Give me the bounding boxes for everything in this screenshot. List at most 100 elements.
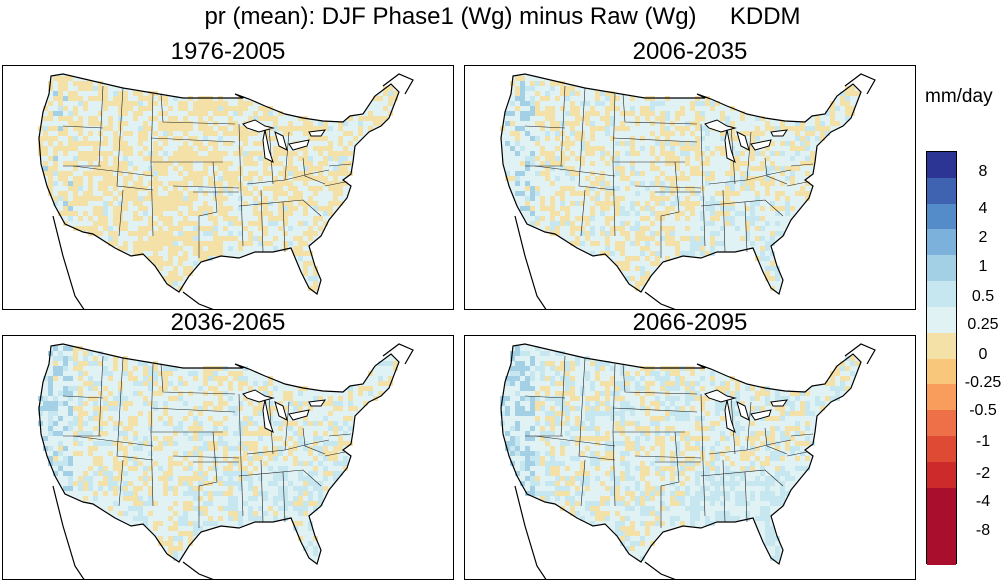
anomaly-cell xyxy=(178,156,183,161)
anomaly-cell xyxy=(73,211,78,216)
state-border xyxy=(786,433,814,457)
anomaly-cell xyxy=(138,96,143,101)
anomaly-cell xyxy=(655,406,660,411)
anomaly-cell xyxy=(88,181,93,186)
anomaly-cell xyxy=(610,471,615,476)
anomaly-cell xyxy=(323,181,328,186)
anomaly-cell xyxy=(695,426,700,431)
anomaly-cell xyxy=(605,411,610,416)
state-border xyxy=(160,93,236,125)
anomaly-cell xyxy=(765,176,770,181)
anomaly-cell xyxy=(595,361,600,366)
anomaly-cell xyxy=(73,346,78,351)
anomaly-cell xyxy=(118,201,123,206)
anomaly-cell xyxy=(58,101,63,106)
anomaly-cell xyxy=(805,156,810,161)
anomaly-cell xyxy=(650,191,655,196)
anomaly-cell xyxy=(328,451,333,456)
anomaly-cell xyxy=(800,191,805,196)
anomaly-cell xyxy=(595,506,600,511)
anomaly-cell xyxy=(825,131,830,136)
anomaly-cell xyxy=(670,386,675,391)
anomaly-cell xyxy=(228,371,233,376)
anomaly-cell xyxy=(103,191,108,196)
anomaly-cell xyxy=(530,486,535,491)
anomaly-cell xyxy=(318,186,323,191)
anomaly-cell xyxy=(515,181,520,186)
anomaly-cell xyxy=(760,216,765,221)
anomaly-cell xyxy=(73,451,78,456)
anomaly-cell xyxy=(505,441,510,446)
anomaly-cell xyxy=(158,161,163,166)
anomaly-cell xyxy=(318,151,323,156)
anomaly-cell xyxy=(725,381,730,386)
anomaly-cell xyxy=(650,146,655,151)
anomaly-cell xyxy=(595,516,600,521)
anomaly-cell xyxy=(338,181,343,186)
anomaly-cell xyxy=(555,131,560,136)
anomaly-cell xyxy=(720,406,725,411)
anomaly-cell xyxy=(208,206,213,211)
anomaly-cell xyxy=(103,106,108,111)
anomaly-cell xyxy=(78,176,83,181)
anomaly-cell xyxy=(103,366,108,371)
anomaly-cell xyxy=(318,166,323,171)
anomaly-cell xyxy=(223,376,228,381)
anomaly-cell xyxy=(660,151,665,156)
anomaly-cell xyxy=(550,81,555,86)
anomaly-cell xyxy=(640,496,645,501)
anomaly-cell xyxy=(323,471,328,476)
anomaly-cell xyxy=(323,486,328,491)
anomaly-cell xyxy=(293,246,298,251)
anomaly-cell xyxy=(213,376,218,381)
anomaly-cell xyxy=(510,121,515,126)
anomaly-cell xyxy=(153,181,158,186)
anomaly-cell xyxy=(595,111,600,116)
anomaly-cell xyxy=(303,506,308,511)
anomaly-cell xyxy=(53,376,58,381)
anomaly-cell xyxy=(233,456,238,461)
anomaly-cell xyxy=(118,221,123,226)
anomaly-cell xyxy=(635,201,640,206)
anomaly-cell xyxy=(108,471,113,476)
anomaly-cell xyxy=(790,156,795,161)
anomaly-cell xyxy=(740,496,745,501)
anomaly-cell xyxy=(695,141,700,146)
anomaly-cell xyxy=(785,166,790,171)
anomaly-cell xyxy=(515,406,520,411)
anomaly-cell xyxy=(158,171,163,176)
anomaly-cell xyxy=(730,461,735,466)
anomaly-cell xyxy=(238,206,243,211)
state-border xyxy=(238,393,242,463)
anomaly-cell xyxy=(298,506,303,511)
anomaly-cell xyxy=(765,536,770,541)
anomaly-cell xyxy=(73,161,78,166)
anomaly-cell xyxy=(328,126,333,131)
anomaly-cell xyxy=(755,196,760,201)
anomaly-cell xyxy=(530,196,535,201)
anomaly-cell xyxy=(760,391,765,396)
anomaly-cell xyxy=(680,146,685,151)
anomaly-cell xyxy=(208,141,213,146)
anomaly-cell xyxy=(83,431,88,436)
anomaly-cell xyxy=(238,431,243,436)
anomaly-cell xyxy=(183,231,188,236)
anomaly-cell xyxy=(43,171,48,176)
anomaly-cell xyxy=(685,201,690,206)
anomaly-cell xyxy=(98,431,103,436)
anomaly-cell xyxy=(725,481,730,486)
anomaly-cell xyxy=(53,161,58,166)
anomaly-cell xyxy=(208,176,213,181)
anomaly-cell xyxy=(575,511,580,516)
anomaly-cell xyxy=(93,211,98,216)
great-lake xyxy=(262,129,274,163)
anomaly-cell xyxy=(625,386,630,391)
anomaly-cell xyxy=(88,186,93,191)
anomaly-cell xyxy=(358,131,363,136)
anomaly-cell xyxy=(258,436,263,441)
anomaly-cell xyxy=(675,406,680,411)
anomaly-cell xyxy=(188,136,193,141)
anomaly-cell xyxy=(193,376,198,381)
great-lake xyxy=(736,401,750,421)
anomaly-cell xyxy=(138,511,143,516)
